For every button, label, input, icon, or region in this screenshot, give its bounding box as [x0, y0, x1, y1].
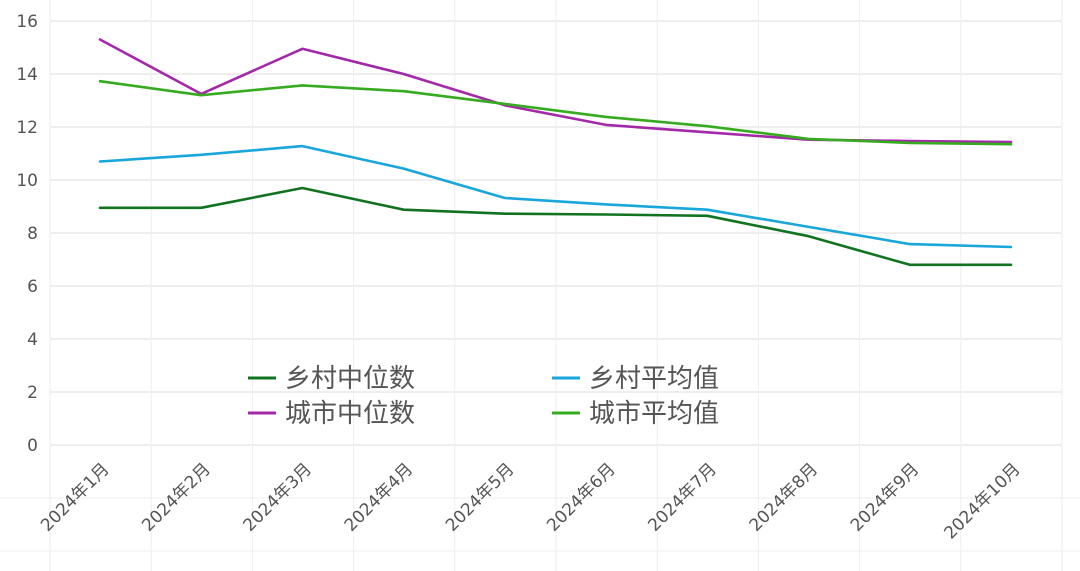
y-tick-label: 6 — [27, 277, 38, 297]
series-lines — [98, 38, 1013, 267]
legend-label: 城市平均值 — [589, 399, 719, 429]
y-tick-label: 12 — [16, 118, 38, 138]
series-line — [98, 186, 1013, 267]
legend-label: 城市中位数 — [285, 399, 415, 429]
y-tick-label: 10 — [16, 171, 38, 191]
legend-label: 乡村中位数 — [285, 364, 415, 394]
y-tick-label: 16 — [16, 12, 38, 32]
series-line — [98, 79, 1013, 146]
y-tick-label: 4 — [27, 330, 38, 350]
x-tick-label: 2024年10月 — [940, 459, 1024, 543]
y-tick-label: 8 — [27, 224, 38, 244]
y-axis: 0 2 4 6 8 10 12 14 16 — [16, 12, 38, 456]
legend-label: 乡村平均值 — [589, 364, 719, 394]
y-tick-label: 0 — [27, 436, 38, 456]
y-tick-label: 14 — [16, 65, 38, 85]
series-line — [98, 144, 1013, 249]
y-tick-label: 2 — [27, 383, 38, 403]
x-axis: 2024年1月 2024年2月 2024年3月 2024年4月 2024年5月 2024年… — [37, 459, 1024, 543]
